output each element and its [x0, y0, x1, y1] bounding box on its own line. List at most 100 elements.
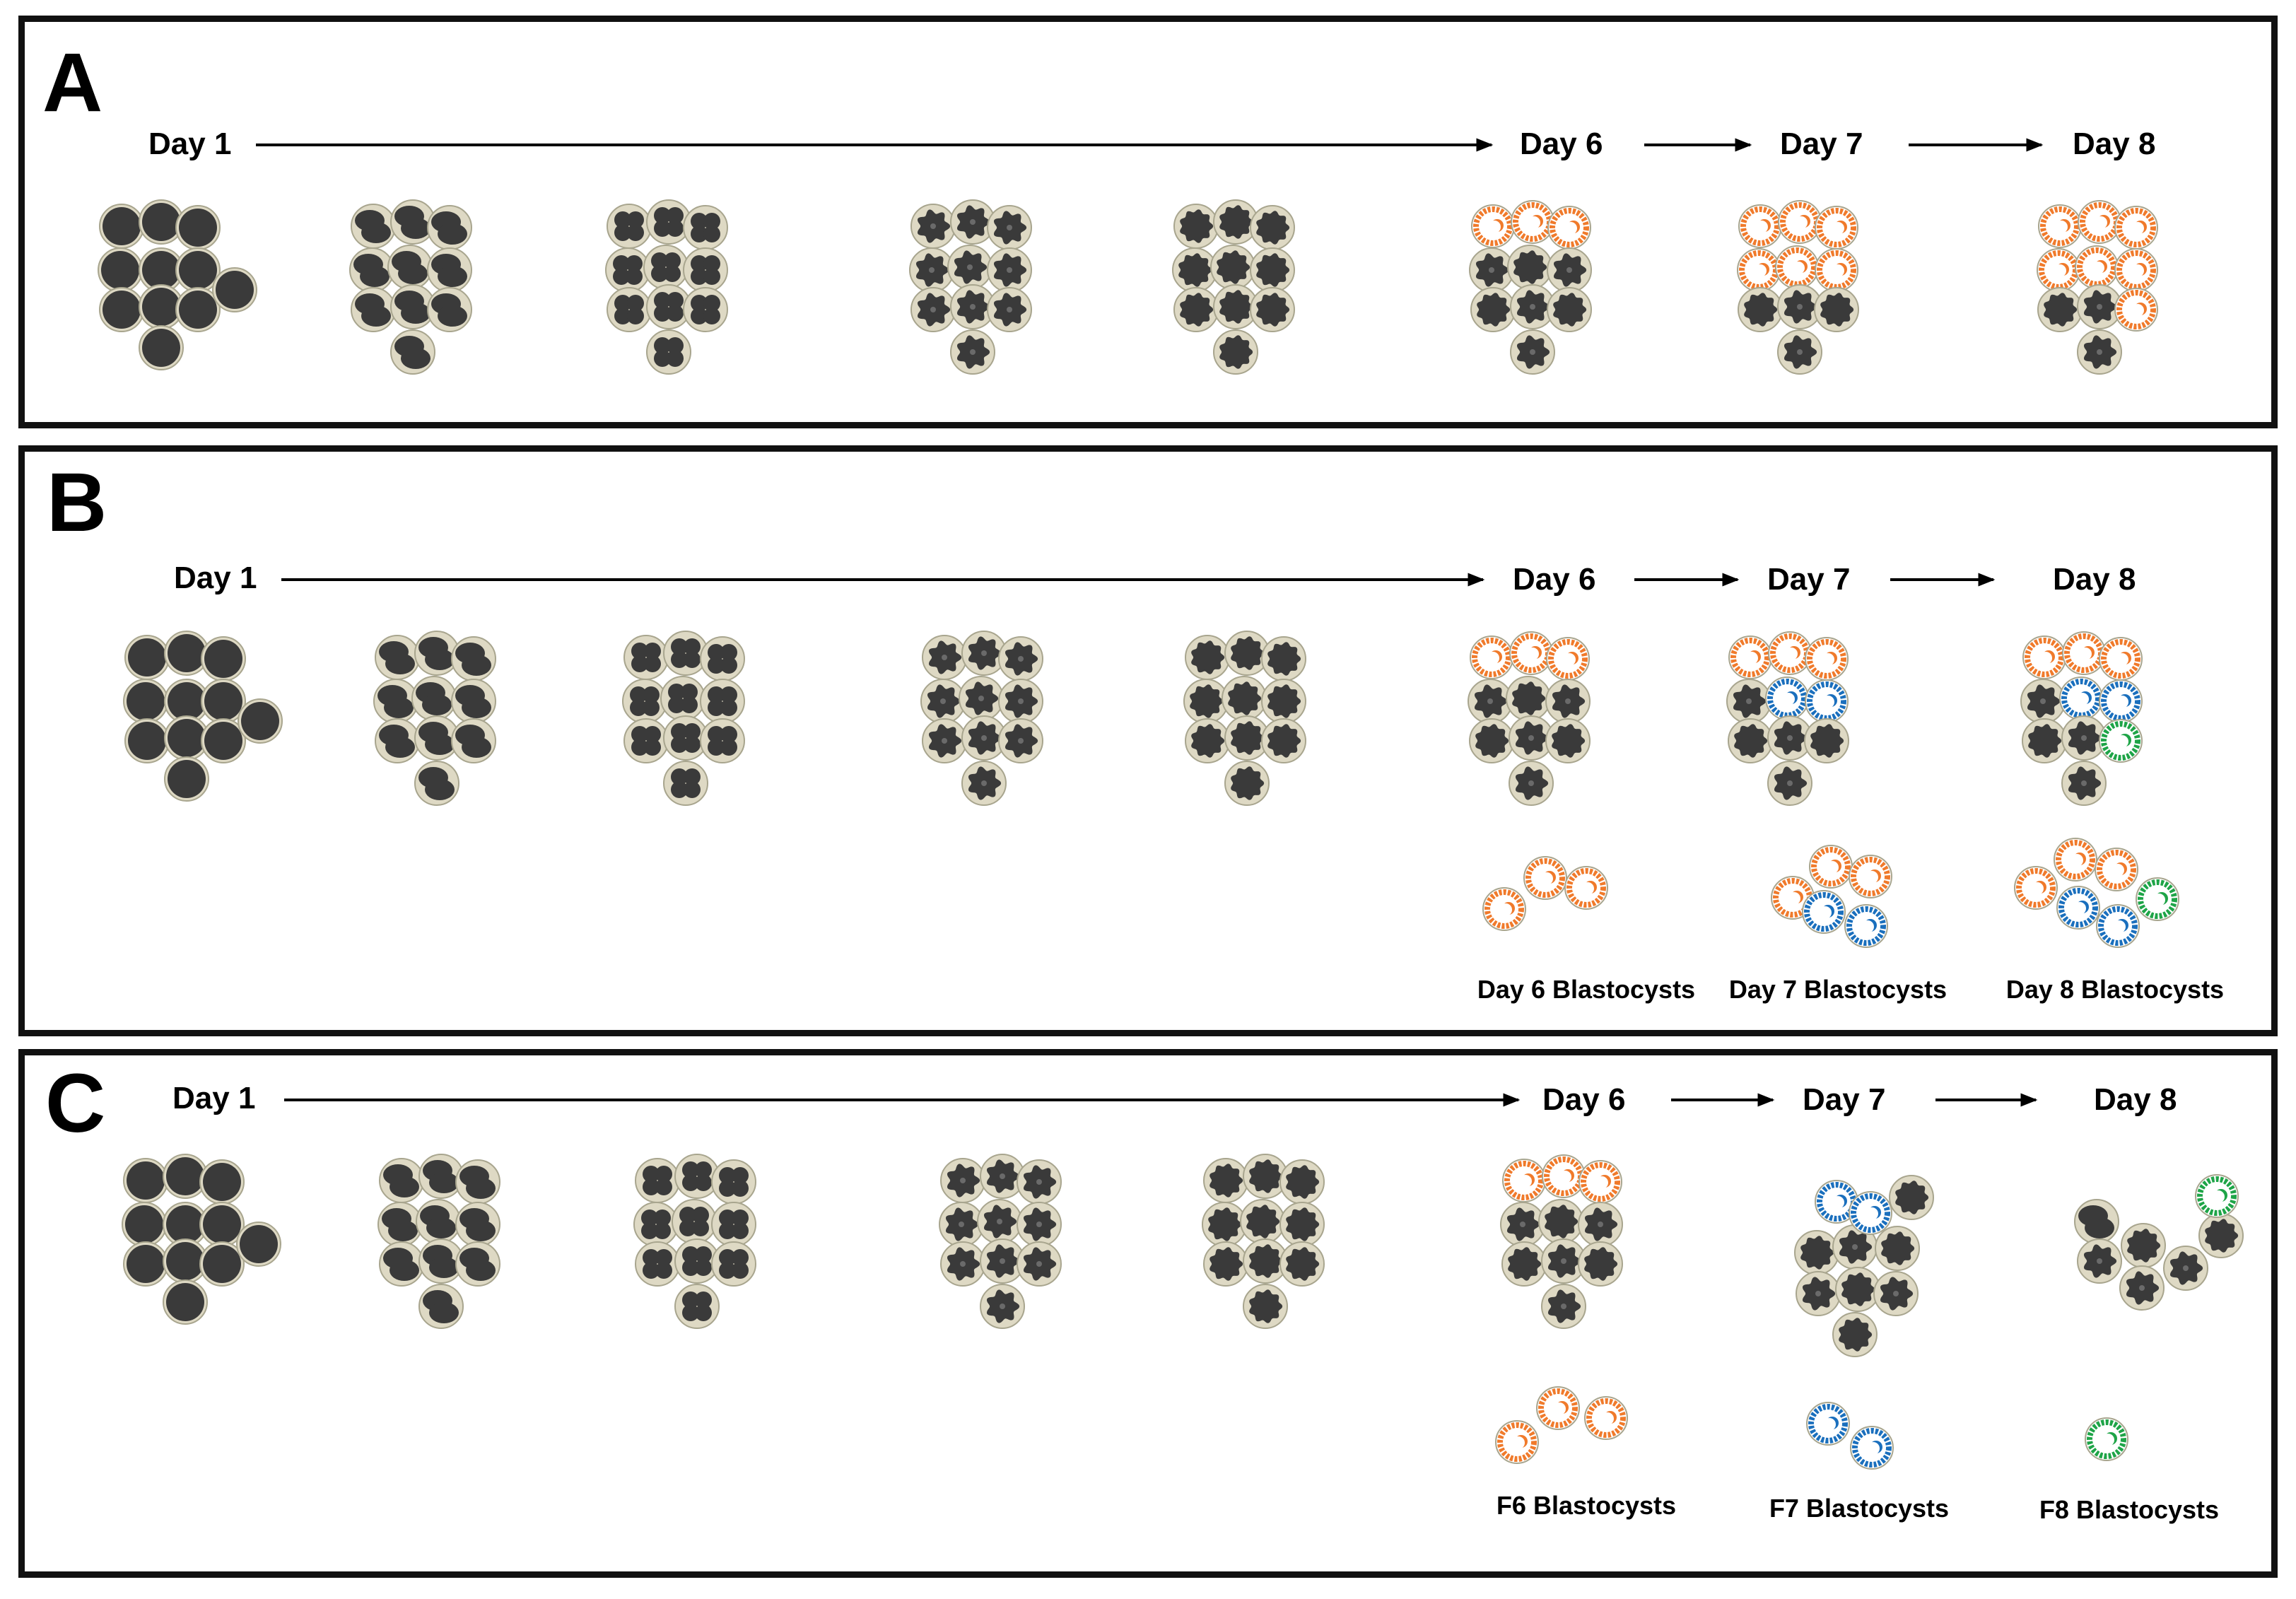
embryo-icon [959, 676, 1004, 721]
embryo-icon [947, 245, 992, 290]
blastocyst-icon [1542, 1154, 1586, 1198]
embryo-icon [2077, 1238, 2122, 1284]
blastocyst-icon [1547, 206, 1591, 250]
caption-f7-blastocysts: F7 Blastocysts [1769, 1494, 1950, 1523]
embryo-icon [123, 1241, 168, 1287]
embryo-icon [1728, 718, 1773, 763]
embryo-icon [1509, 715, 1554, 761]
timeline-label-day1: Day 1 [174, 561, 257, 595]
embryo-icon [1506, 676, 1551, 721]
embryo-icon [451, 636, 496, 681]
embryo-icon [961, 715, 1007, 761]
embryo-icon [1203, 1241, 1248, 1287]
embryo-icon [1240, 1199, 1285, 1244]
embryo-icon [909, 247, 954, 293]
embryo-icon [163, 1279, 208, 1325]
embryo-icon [199, 1202, 245, 1247]
embryo-icon [910, 204, 956, 249]
blastocyst-icon [1495, 1420, 1539, 1464]
embryo-icon [455, 1241, 500, 1287]
embryo-icon [2077, 329, 2122, 375]
blastocyst-icon [1806, 1402, 1850, 1446]
embryo-icon [635, 1241, 680, 1287]
caption-f8-blastocysts: F8 Blastocysts [2039, 1495, 2220, 1524]
embryo-icon [700, 636, 745, 681]
embryo-icon [711, 1159, 756, 1205]
embryo-icon [351, 287, 396, 332]
embryo-icon [1261, 718, 1306, 763]
embryo-icon [700, 718, 745, 763]
embryo-icon [663, 761, 708, 806]
embryo-icon [1222, 676, 1267, 721]
embryo-icon [1470, 287, 1516, 332]
embryo-icon [1250, 205, 1295, 250]
embryo-icon [349, 247, 394, 293]
panel-label: B [47, 456, 107, 549]
embryo-icon [1279, 1241, 1325, 1287]
embryo-icon [379, 1241, 424, 1287]
embryo-icon [451, 679, 496, 724]
embryo-icon [164, 756, 209, 802]
embryo-icon [1578, 1202, 1623, 1247]
blastocyst-icon [2075, 245, 2119, 289]
embryo-icon [98, 247, 143, 293]
embryo-icon [1183, 679, 1229, 724]
embryo-icon [201, 679, 246, 724]
embryo-icon [1545, 718, 1591, 763]
embryo-icon [387, 245, 433, 290]
blastocyst-icon [1738, 204, 1782, 248]
embryo-icon [418, 1154, 464, 1199]
embryo-icon [199, 1241, 245, 1287]
blastocyst-icon [2054, 838, 2097, 882]
embryo-icon [643, 245, 689, 290]
embryo-icon [1500, 1202, 1545, 1247]
embryo-icon [351, 204, 396, 249]
panel-label: A [42, 36, 103, 129]
caption-day7-blastocysts: Day 7 Blastocysts [1728, 975, 1948, 1004]
embryo-icon [961, 761, 1007, 806]
embryo-icon [1017, 1241, 1062, 1287]
embryo-icon [373, 679, 418, 724]
blastocyst-icon [1470, 636, 1513, 679]
timeline-label-day1: Day 1 [148, 127, 232, 161]
blastocyst-icon [1564, 866, 1608, 910]
embryo-icon [375, 718, 420, 763]
embryo-icon [2061, 761, 2107, 806]
embryo-icon [199, 1159, 245, 1205]
embryo-icon [427, 287, 472, 332]
timeline-label-day8: Day 8 [2053, 562, 2136, 597]
embryo-icon [1814, 287, 1859, 332]
embryo-icon [1547, 247, 1592, 293]
embryo-icon [1224, 715, 1270, 761]
embryo-icon [663, 631, 708, 676]
embryo-icon [987, 247, 1032, 293]
embryo-icon [998, 636, 1043, 681]
embryo-icon [672, 1199, 717, 1244]
blastocyst-icon [1849, 855, 1892, 898]
embryo-icon [164, 679, 209, 724]
blastocyst-icon [1768, 631, 1812, 675]
embryo-icon [2020, 679, 2066, 724]
embryo-icon [1203, 1158, 1248, 1203]
embryo-icon [1469, 247, 1514, 293]
timeline-label-day1: Day 1 [172, 1081, 256, 1115]
embryo-icon [2077, 284, 2122, 329]
embryo-icon [1224, 631, 1270, 676]
embryo-icon [99, 287, 144, 332]
embryo-icon [910, 287, 956, 332]
blastocyst-icon [1778, 200, 1822, 244]
blastocyst-icon [2078, 200, 2121, 244]
embryo-icon [99, 204, 144, 249]
blastocyst-icon [2195, 1174, 2239, 1218]
embryo-icon [390, 329, 435, 375]
embryo-icon [1545, 679, 1591, 724]
timeline-label-day8: Day 8 [2073, 127, 2156, 161]
embryo-icon [633, 1202, 679, 1247]
embryo-icon [418, 1284, 464, 1329]
embryo-icon [1509, 761, 1554, 806]
embryo-icon [139, 325, 184, 370]
embryo-icon [377, 1202, 423, 1247]
embryo-icon [622, 679, 667, 724]
blastocyst-icon [1775, 245, 1819, 289]
